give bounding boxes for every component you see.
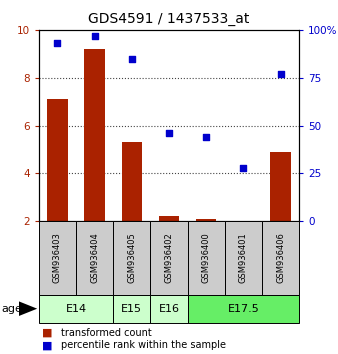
Title: GDS4591 / 1437533_at: GDS4591 / 1437533_at bbox=[88, 12, 250, 26]
Point bbox=[278, 71, 283, 77]
Bar bbox=[122, 142, 142, 221]
Text: GSM936404: GSM936404 bbox=[90, 233, 99, 283]
Text: GSM936400: GSM936400 bbox=[202, 233, 211, 283]
Bar bbox=[84, 49, 105, 221]
Text: E14: E14 bbox=[66, 304, 87, 314]
Bar bbox=[113, 295, 150, 323]
Text: ■: ■ bbox=[42, 340, 53, 350]
Text: GSM936402: GSM936402 bbox=[165, 233, 173, 283]
Point bbox=[129, 56, 135, 62]
Bar bbox=[113, 221, 150, 295]
Text: E17.5: E17.5 bbox=[227, 304, 259, 314]
Bar bbox=[159, 216, 179, 221]
Text: E15: E15 bbox=[121, 304, 142, 314]
Text: ■: ■ bbox=[42, 328, 53, 338]
Bar bbox=[39, 295, 113, 323]
Bar bbox=[150, 295, 188, 323]
Text: GSM936405: GSM936405 bbox=[127, 233, 136, 283]
Text: GSM936403: GSM936403 bbox=[53, 233, 62, 283]
Bar bbox=[47, 99, 68, 221]
Bar bbox=[262, 221, 299, 295]
Text: age: age bbox=[2, 304, 23, 314]
Text: E16: E16 bbox=[159, 304, 179, 314]
Bar bbox=[39, 221, 76, 295]
Polygon shape bbox=[19, 301, 37, 316]
Bar bbox=[150, 221, 188, 295]
Point bbox=[92, 33, 97, 39]
Text: GSM936406: GSM936406 bbox=[276, 233, 285, 283]
Bar bbox=[196, 219, 216, 221]
Bar bbox=[76, 221, 113, 295]
Bar bbox=[188, 221, 225, 295]
Point bbox=[166, 131, 172, 136]
Text: percentile rank within the sample: percentile rank within the sample bbox=[61, 340, 226, 350]
Text: GSM936401: GSM936401 bbox=[239, 233, 248, 283]
Bar bbox=[225, 221, 262, 295]
Point bbox=[241, 165, 246, 171]
Text: transformed count: transformed count bbox=[61, 328, 151, 338]
Point bbox=[55, 41, 60, 46]
Bar bbox=[188, 295, 299, 323]
Point bbox=[203, 134, 209, 140]
Bar bbox=[270, 152, 291, 221]
